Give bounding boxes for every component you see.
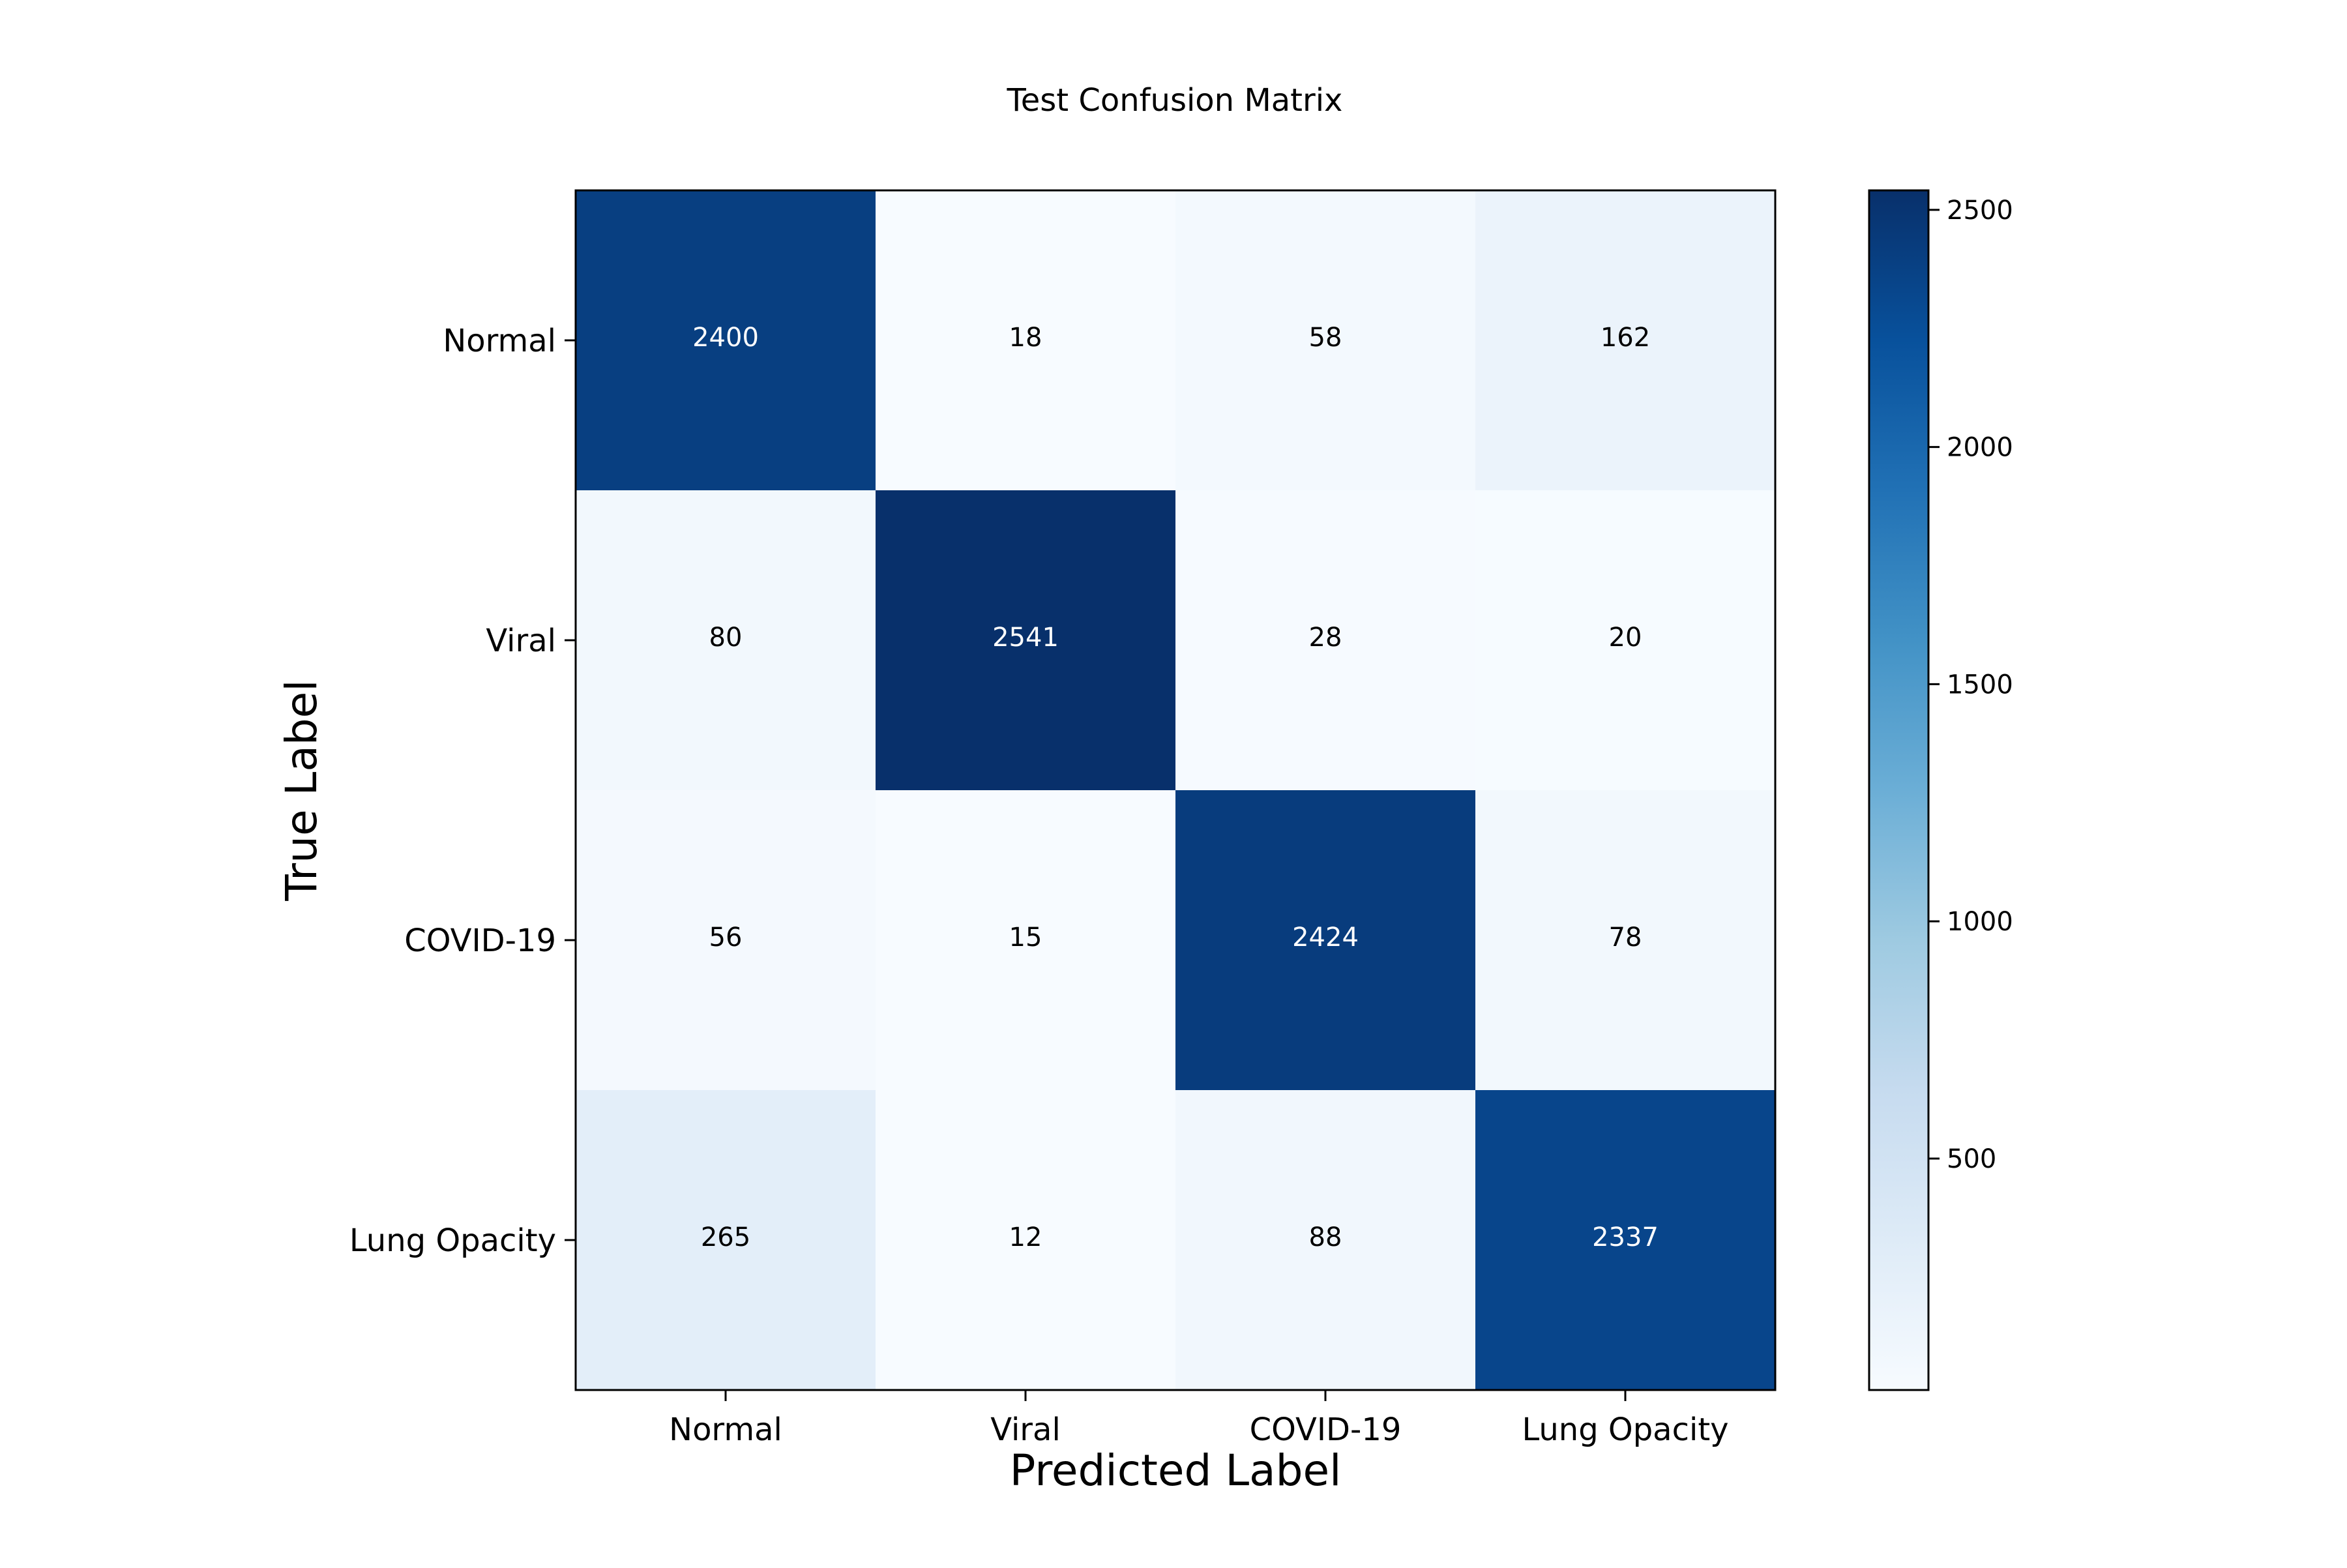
matrix-cell — [1175, 490, 1476, 791]
x-tick-label: Viral — [990, 1412, 1061, 1448]
matrix-cell — [876, 1090, 1176, 1391]
y-axis-ticks: Normal Viral COVID-19 Lung Opacity — [349, 323, 576, 1259]
plot-frame — [574, 189, 1777, 1391]
y-axis-label: True Label — [276, 679, 327, 901]
matrix-cell — [1475, 1090, 1776, 1391]
chart-title: Test Confusion Matrix — [1007, 82, 1343, 119]
matrix-cell — [1175, 1090, 1476, 1391]
matrix-cell — [1175, 190, 1476, 491]
cell-value-label: 2541 — [992, 623, 1059, 653]
cell-value-label: 2424 — [1292, 923, 1359, 953]
colorbar-tick-label: 1500 — [1947, 670, 2013, 700]
cell-value-label: 15 — [1009, 923, 1042, 953]
cell-value-label: 28 — [1309, 623, 1342, 653]
colorbar — [1869, 190, 1928, 1390]
matrix-cells — [576, 190, 1776, 1391]
y-tick-label: Viral — [486, 623, 556, 659]
cell-value-label: 78 — [1609, 923, 1642, 953]
matrix-cell — [876, 490, 1176, 791]
matrix-cell-labels: 2400 18 58 162 80 2541 28 20 56 15 2424 78 265 12 88 23… — [692, 323, 1659, 1252]
matrix-cell — [876, 190, 1176, 491]
x-tick-label: Lung Opacity — [1522, 1412, 1728, 1448]
cell-value-label: 88 — [1309, 1222, 1342, 1252]
matrix-cell — [1475, 490, 1776, 791]
x-tick-label: COVID-19 — [1250, 1412, 1402, 1448]
matrix-cell — [576, 490, 876, 791]
colorbar-tick-label: 2500 — [1947, 196, 2013, 226]
colorbar-tick-label: 500 — [1947, 1144, 1996, 1174]
y-tick-label: Lung Opacity — [349, 1222, 556, 1259]
cell-value-label: 56 — [709, 923, 743, 953]
cell-value-label: 2337 — [1592, 1222, 1659, 1252]
matrix-cell — [576, 790, 876, 1091]
x-axis-ticks: Normal Viral COVID-19 Lung Opacity — [669, 1390, 1729, 1448]
matrix-cell — [1475, 790, 1776, 1091]
cell-value-label: 162 — [1601, 323, 1650, 353]
matrix-cell — [576, 190, 876, 491]
colorbar-tick-label: 2000 — [1947, 433, 2013, 463]
x-axis-label: Predicted Label — [1010, 1445, 1342, 1496]
y-tick-label: Normal — [443, 323, 556, 359]
colorbar-frame — [1868, 189, 1930, 1391]
cell-value-label: 80 — [709, 623, 743, 653]
x-tick-label: Normal — [669, 1412, 782, 1448]
y-tick-label: COVID-19 — [404, 923, 556, 959]
matrix-cell — [1175, 790, 1476, 1091]
cell-value-label: 265 — [701, 1222, 750, 1252]
cell-value-label: 58 — [1309, 323, 1342, 353]
matrix-cell — [876, 790, 1176, 1091]
cell-value-label: 12 — [1009, 1222, 1042, 1252]
matrix-cell — [1475, 190, 1776, 491]
cell-value-label: 18 — [1009, 323, 1042, 353]
cell-value-label: 20 — [1609, 623, 1642, 653]
matrix-cell — [576, 1090, 876, 1391]
colorbar-ticks: 500 1000 1500 2000 2500 — [1928, 196, 2013, 1174]
colorbar-tick-label: 1000 — [1947, 907, 2013, 937]
cell-value-label: 2400 — [692, 323, 759, 353]
